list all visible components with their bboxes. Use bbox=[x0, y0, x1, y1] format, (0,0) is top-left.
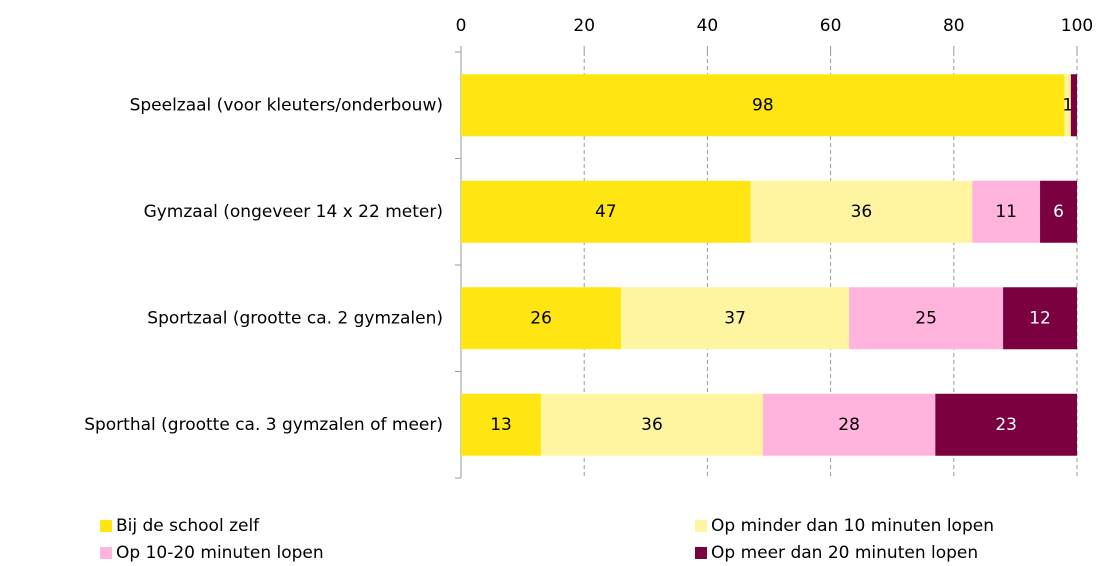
y-tick-label: Speelzaal (voor kleuters/onderbouw) bbox=[130, 95, 443, 115]
legend-swatch bbox=[100, 520, 112, 532]
bar-segment bbox=[461, 287, 622, 350]
data-label: 36 bbox=[641, 415, 663, 435]
bar-segment bbox=[621, 287, 850, 350]
legend-swatch bbox=[695, 547, 707, 559]
data-label: 47 bbox=[595, 202, 617, 222]
bar-segment bbox=[1003, 287, 1077, 350]
bar-segment bbox=[935, 393, 1077, 456]
x-tick-label: 0 bbox=[456, 16, 467, 36]
y-tick-label: Sporthal (grootte ca. 3 gymzalen of meer… bbox=[84, 415, 443, 435]
data-label: 13 bbox=[490, 415, 512, 435]
legend-label: Bij de school zelf bbox=[116, 516, 260, 536]
bar-segment bbox=[972, 180, 1041, 243]
bar-segment bbox=[1070, 74, 1077, 137]
data-label: 6 bbox=[1053, 202, 1064, 222]
bar-segment bbox=[1064, 74, 1071, 137]
x-tick-label: 60 bbox=[820, 16, 842, 36]
x-tick-label: 80 bbox=[943, 16, 965, 36]
data-label: 37 bbox=[724, 308, 746, 328]
x-tick-label: 20 bbox=[573, 16, 595, 36]
bar-segment bbox=[1040, 180, 1077, 243]
legend-label: Op minder dan 10 minuten lopen bbox=[711, 516, 994, 536]
legend-label: Op meer dan 20 minuten lopen bbox=[711, 543, 978, 563]
y-tick-label: Gymzaal (ongeveer 14 x 22 meter) bbox=[144, 202, 443, 222]
data-label: 98 bbox=[752, 95, 774, 115]
bar-segment bbox=[849, 287, 1004, 350]
data-label: 36 bbox=[851, 202, 873, 222]
bar-segment bbox=[762, 393, 936, 456]
bar-segment bbox=[461, 393, 542, 456]
data-label: 1 bbox=[1062, 95, 1073, 115]
y-tick-label: Sportzaal (grootte ca. 2 gymzalen) bbox=[147, 308, 443, 328]
bar-segment bbox=[541, 393, 763, 456]
legend-swatch bbox=[695, 520, 707, 532]
legend-swatch bbox=[100, 547, 112, 559]
data-label: 28 bbox=[838, 415, 860, 435]
bar-segment bbox=[461, 74, 1065, 137]
x-tick-label: 40 bbox=[697, 16, 719, 36]
bar-segment bbox=[461, 180, 751, 243]
data-label: 12 bbox=[1029, 308, 1051, 328]
data-label: 11 bbox=[995, 202, 1017, 222]
data-label: 26 bbox=[530, 308, 552, 328]
x-tick-label: 100 bbox=[1061, 16, 1093, 36]
data-label: 23 bbox=[995, 415, 1017, 435]
data-label: 25 bbox=[915, 308, 937, 328]
legend-label: Op 10-20 minuten lopen bbox=[116, 543, 324, 563]
bar-segment bbox=[750, 180, 973, 243]
